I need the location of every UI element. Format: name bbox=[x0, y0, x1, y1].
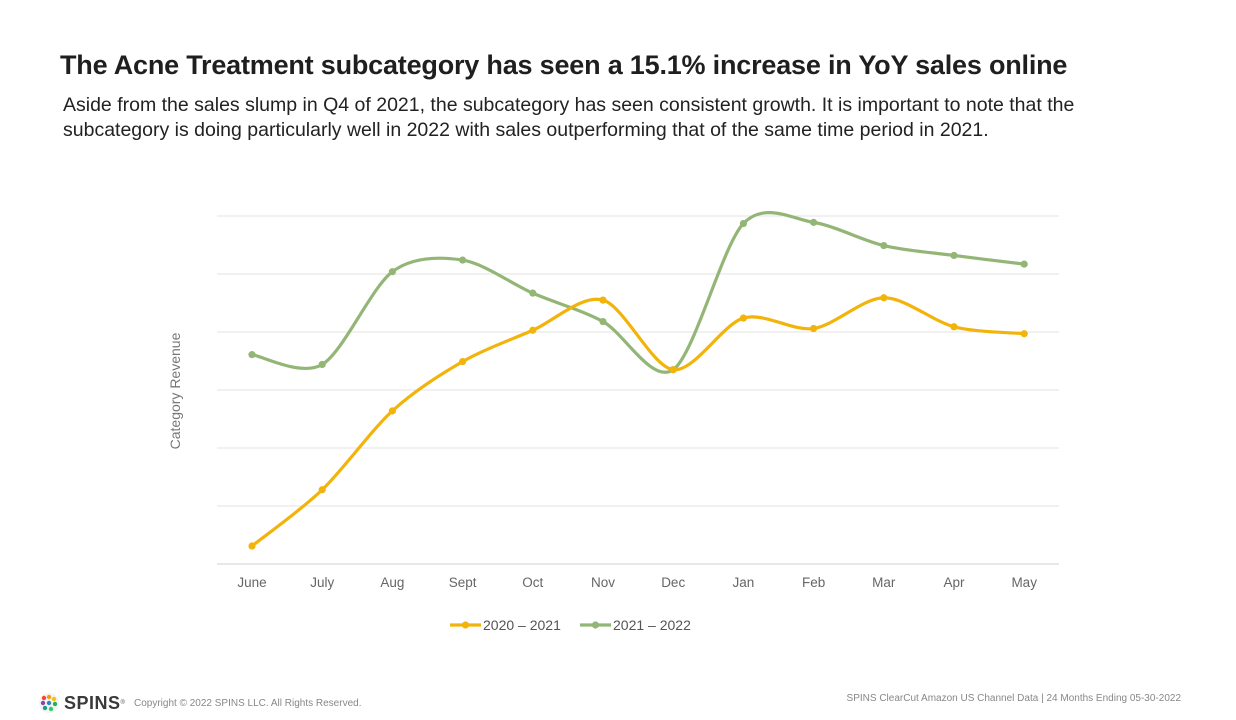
data-point bbox=[810, 324, 818, 333]
data-point bbox=[248, 351, 256, 359]
x-tick-label: Sept bbox=[449, 575, 477, 590]
logo-wordmark: SPINS bbox=[64, 692, 121, 713]
legend: 2020 – 2021 2021 – 2022 bbox=[450, 617, 691, 633]
x-tick-label: Mar bbox=[872, 575, 896, 590]
series-line-1 bbox=[250, 211, 1026, 374]
data-point bbox=[739, 219, 748, 228]
data-point bbox=[880, 241, 888, 250]
data-point bbox=[459, 357, 467, 366]
x-tick-label: Aug bbox=[380, 575, 404, 590]
series-lines bbox=[248, 211, 1028, 550]
data-point bbox=[529, 326, 537, 334]
data-point bbox=[318, 486, 326, 494]
data-point bbox=[599, 296, 607, 304]
gridlines bbox=[217, 215, 1059, 565]
page-title: The Acne Treatment subcategory has seen … bbox=[60, 50, 1068, 80]
data-point bbox=[1020, 330, 1028, 338]
data-point bbox=[388, 407, 396, 415]
legend-marker bbox=[591, 621, 600, 629]
x-tick-label: Feb bbox=[802, 575, 825, 590]
data-point bbox=[1020, 260, 1028, 268]
copyright-text: Copyright © 2022 SPINS LLC. All Rights R… bbox=[134, 698, 362, 709]
legend-label: 2020 – 2021 bbox=[483, 617, 561, 633]
data-point bbox=[248, 542, 256, 550]
source-note: SPINS ClearCut Amazon US Channel Data | … bbox=[846, 693, 1181, 704]
x-tick-label: Oct bbox=[522, 575, 543, 590]
data-point bbox=[950, 323, 958, 331]
y-axis-label: Category Revenue bbox=[167, 332, 183, 449]
data-point bbox=[459, 256, 467, 264]
data-point bbox=[388, 268, 396, 276]
data-point bbox=[950, 251, 958, 260]
x-tick-label: Dec bbox=[661, 575, 685, 590]
data-point bbox=[739, 314, 748, 322]
x-tick-label: Nov bbox=[591, 575, 615, 590]
x-tick-label: May bbox=[1011, 575, 1037, 590]
legend-marker bbox=[461, 621, 470, 629]
x-tick-label: Apr bbox=[943, 575, 965, 590]
globe-icon bbox=[39, 693, 59, 713]
data-point bbox=[318, 360, 326, 369]
x-tick-label: June bbox=[237, 575, 266, 590]
data-point bbox=[810, 218, 818, 226]
data-point bbox=[599, 317, 607, 326]
x-axis-ticks: June July Aug Sept Oct Nov Dec Jan Feb Mar Apr May bbox=[237, 575, 1037, 590]
data-point bbox=[669, 366, 677, 374]
logo-trademark: ® bbox=[120, 700, 125, 706]
x-tick-label: July bbox=[310, 575, 334, 590]
spins-logo: SPINS ® bbox=[38, 692, 125, 714]
legend-label: 2021 – 2022 bbox=[613, 617, 691, 633]
series-line-0 bbox=[250, 296, 1026, 548]
data-point bbox=[529, 289, 537, 297]
page-subtitle: Aside from the sales slump in Q4 of 2021… bbox=[63, 94, 1075, 141]
x-tick-label: Jan bbox=[733, 575, 755, 590]
data-point bbox=[880, 294, 888, 302]
